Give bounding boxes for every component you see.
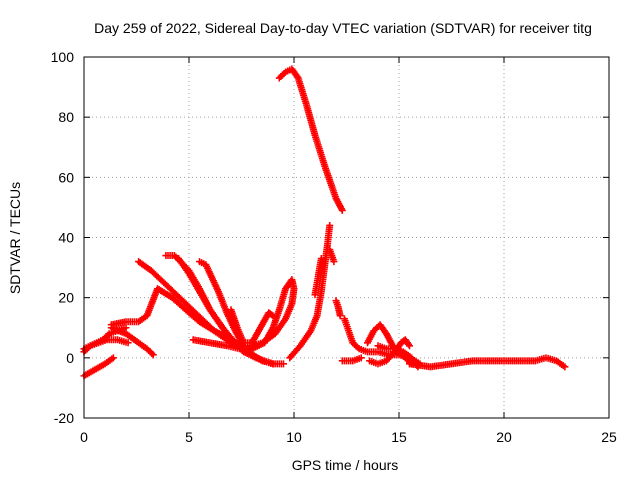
x-tick-label: 25 [601,429,617,445]
x-tick-label: 10 [286,429,302,445]
data-point-markers [406,354,569,371]
y-tick-label: -20 [54,410,74,426]
data-point-markers [338,354,365,365]
chart-title: Day 259 of 2022, Sidereal Day-to-day VTE… [94,20,592,36]
data-point-markers [332,297,344,320]
data-point-markers [227,306,277,347]
x-axis-label: GPS time / hours [292,457,399,473]
data-point-markers [286,221,334,362]
y-tick-label: 60 [58,169,74,185]
y-axis-label: SDTVAR / TECUs [7,182,23,294]
y-tick-label: 0 [66,350,74,366]
data-points [80,65,569,380]
data-point-markers [275,65,346,214]
series-arc-18 [338,354,365,365]
y-tick-label: 20 [58,290,74,306]
series-arc-16 [332,297,344,320]
x-tick-label: 0 [80,429,88,445]
x-tick-label: 20 [496,429,512,445]
series-arc-14 [326,246,338,266]
axis-ticks: 0 5 10 15 20 25 -20 0 20 40 60 80 100 [51,49,617,445]
series-arc-11 [227,306,277,347]
grid-lines [84,57,609,418]
series-arc-15 [275,65,346,214]
series-arc-13 [311,255,325,299]
data-point-markers [326,246,338,266]
plot-frame [83,56,610,419]
series-arc-10 [189,276,298,353]
series-arc-12 [286,221,334,362]
data-point-markers [311,255,325,299]
series-arc-6 [135,258,277,368]
y-tick-label: 100 [51,49,75,65]
x-tick-label: 5 [185,429,193,445]
data-point-markers [135,258,277,368]
x-tick-label: 15 [391,429,407,445]
y-tick-label: 40 [58,230,74,246]
series-arc-22 [406,354,569,371]
data-point-markers [189,276,298,353]
y-tick-label: 80 [58,109,74,125]
